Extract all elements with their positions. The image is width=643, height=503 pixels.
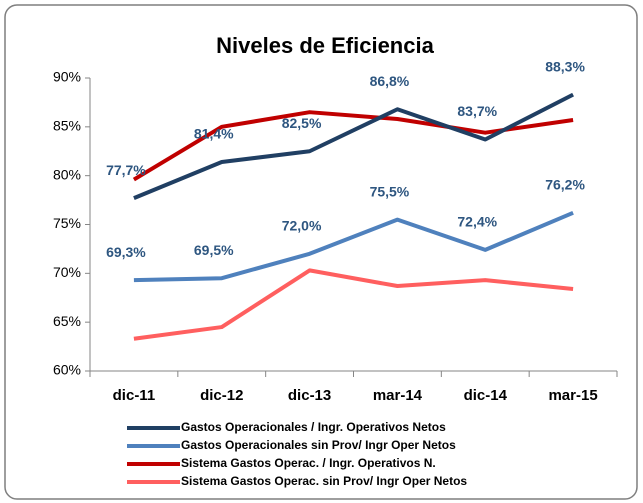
legend-label: Gastos Operacionales sin Prov/ Ingr Oper…	[181, 438, 456, 452]
chart-title: Niveles de Eficiencia	[216, 33, 434, 58]
data-label: 69,5%	[194, 242, 234, 258]
legend-label: Sistema Gastos Operac. sin Prov/ Ingr Op…	[181, 474, 467, 488]
x-tick-label: dic-12	[200, 387, 243, 404]
x-tick-label: dic-13	[288, 387, 331, 404]
y-tick-label: 70%	[53, 264, 81, 280]
data-label: 81,4%	[194, 126, 234, 142]
y-tick-label: 80%	[53, 166, 81, 182]
data-label: 72,4%	[457, 214, 497, 230]
data-label: 69,3%	[106, 244, 146, 260]
x-tick-label: mar-15	[548, 387, 597, 404]
legend-label: Gastos Operacionales / Ingr. Operativos …	[181, 420, 446, 434]
data-label: 77,7%	[106, 162, 146, 178]
data-label: 76,2%	[545, 176, 585, 192]
y-tick-label: 75%	[53, 215, 81, 231]
chart-frame	[4, 4, 638, 500]
x-tick-label: dic-14	[464, 387, 508, 404]
y-tick-label: 90%	[53, 69, 81, 85]
x-tick-label: dic-11	[113, 387, 156, 404]
data-label: 83,7%	[457, 103, 497, 119]
x-tick-label: mar-14	[373, 387, 423, 404]
data-label: 88,3%	[545, 58, 585, 74]
series-line	[133, 92, 574, 200]
y-tick-label: 65%	[53, 313, 81, 329]
data-label: 82,5%	[282, 115, 322, 131]
data-label: 86,8%	[370, 73, 410, 89]
data-label: 75,5%	[370, 183, 410, 199]
legend-label: Sistema Gastos Operac. / Ingr. Operativo…	[181, 456, 436, 470]
y-tick-label: 60%	[53, 362, 81, 378]
series-line	[133, 268, 574, 341]
series-line	[133, 210, 574, 283]
y-tick-label: 85%	[53, 118, 81, 134]
data-label: 72,0%	[282, 218, 322, 234]
